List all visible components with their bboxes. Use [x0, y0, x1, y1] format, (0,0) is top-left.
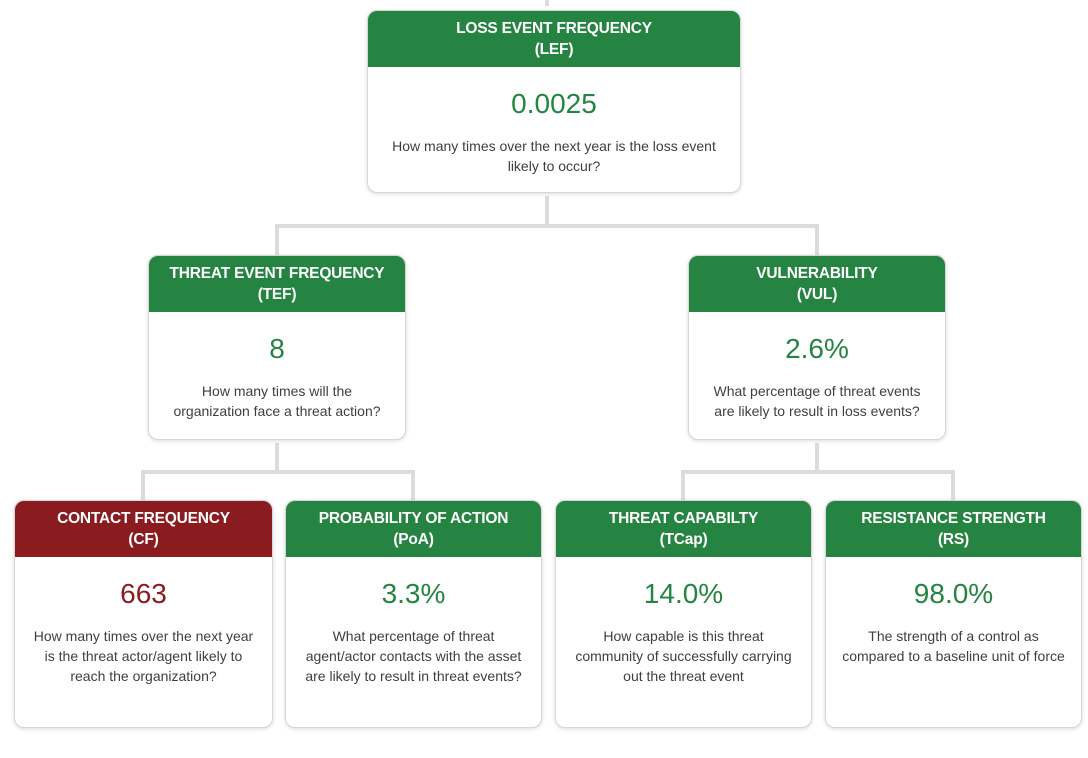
connector-drop-poa — [411, 470, 415, 501]
node-rs-body: 98.0% The strength of a control as compa… — [826, 557, 1081, 727]
node-poa-description: What percentage of threat agent/actor co… — [305, 628, 522, 684]
connector-drop-vul — [815, 224, 819, 256]
node-vul: VULNERABILITY (VUL) 2.6% What percentage… — [688, 255, 946, 440]
connector-vul-stub — [815, 443, 819, 474]
node-poa: PROBABILITY OF ACTION (PoA) 3.3% What pe… — [285, 500, 542, 728]
node-tcap-body: 14.0% How capable is this threat communi… — [556, 557, 811, 727]
connector-lef-horizontal — [275, 224, 819, 228]
node-tef: THREAT EVENT FREQUENCY (TEF) 8 How many … — [148, 255, 406, 440]
connector-drop-cf — [141, 470, 145, 501]
node-poa-header: PROBABILITY OF ACTION (PoA) — [286, 501, 541, 557]
node-tcap-title: THREAT CAPABILTY — [608, 510, 759, 527]
node-rs-abbr: (RS) — [937, 531, 970, 548]
node-vul-description: What percentage of threat events are lik… — [713, 383, 921, 419]
node-cf: CONTACT FREQUENCY (CF) 663 How many time… — [14, 500, 273, 728]
node-lef-header: LOSS EVENT FREQUENCY (LEF) — [368, 11, 740, 67]
node-cf-abbr: (CF) — [128, 531, 159, 548]
node-rs-value: 98.0% — [913, 578, 994, 609]
node-lef: LOSS EVENT FREQUENCY (LEF) 0.0025 How ma… — [367, 10, 741, 193]
node-vul-abbr: (VUL) — [796, 286, 838, 303]
node-vul-title: VULNERABILITY — [756, 265, 878, 282]
node-lef-description: How many times over the next year is the… — [392, 138, 716, 174]
node-rs: RESISTANCE STRENGTH (RS) 98.0% The stren… — [825, 500, 1082, 728]
node-tcap: THREAT CAPABILTY (TCap) 14.0% How capabl… — [555, 500, 812, 728]
node-vul-value: 2.6% — [785, 333, 849, 364]
node-poa-title: PROBABILITY OF ACTION — [318, 510, 509, 527]
node-lef-value: 0.0025 — [511, 88, 597, 119]
node-rs-description: The strength of a control as compared to… — [842, 628, 1065, 664]
node-cf-header: CONTACT FREQUENCY (CF) — [15, 501, 272, 557]
node-vul-header: VULNERABILITY (VUL) — [689, 256, 945, 312]
connector-drop-tcap — [681, 470, 685, 501]
node-tcap-abbr: (TCap) — [659, 531, 708, 548]
node-tef-body: 8 How many times will the organization f… — [149, 312, 405, 439]
node-cf-title: CONTACT FREQUENCY — [57, 510, 230, 527]
node-tcap-value: 14.0% — [643, 578, 724, 609]
node-poa-abbr: (PoA) — [393, 531, 434, 548]
node-tef-title: THREAT EVENT FREQUENCY — [169, 265, 385, 282]
node-rs-header: RESISTANCE STRENGTH (RS) — [826, 501, 1081, 557]
node-tef-description: How many times will the organization fac… — [173, 383, 381, 419]
connector-tef-horizontal — [141, 470, 415, 474]
node-vul-body: 2.6% What percentage of threat events ar… — [689, 312, 945, 439]
node-rs-title: RESISTANCE STRENGTH — [861, 510, 1046, 527]
node-tef-abbr: (TEF) — [257, 286, 297, 303]
node-cf-body: 663 How many times over the next year is… — [15, 557, 272, 727]
connector-drop-tef — [275, 224, 279, 256]
node-tcap-description: How capable is this threat community of … — [575, 628, 792, 684]
connector-vul-horizontal — [681, 470, 955, 474]
node-poa-body: 3.3% What percentage of threat agent/act… — [286, 557, 541, 727]
node-cf-value: 663 — [120, 578, 167, 609]
node-lef-body: 0.0025 How many times over the next year… — [368, 67, 740, 192]
connector-drop-rs — [951, 470, 955, 501]
node-poa-value: 3.3% — [381, 578, 446, 609]
node-cf-description: How many times over the next year is the… — [33, 628, 254, 684]
node-lef-title: LOSS EVENT FREQUENCY — [456, 20, 652, 37]
node-tef-value: 8 — [269, 333, 285, 364]
node-tef-header: THREAT EVENT FREQUENCY (TEF) — [149, 256, 405, 312]
node-tcap-header: THREAT CAPABILTY (TCap) — [556, 501, 811, 557]
connector-lef-stub — [545, 196, 549, 228]
node-lef-abbr: (LEF) — [534, 41, 574, 58]
connector-tef-stub — [275, 443, 279, 474]
connector-parent-stub — [545, 0, 549, 6]
